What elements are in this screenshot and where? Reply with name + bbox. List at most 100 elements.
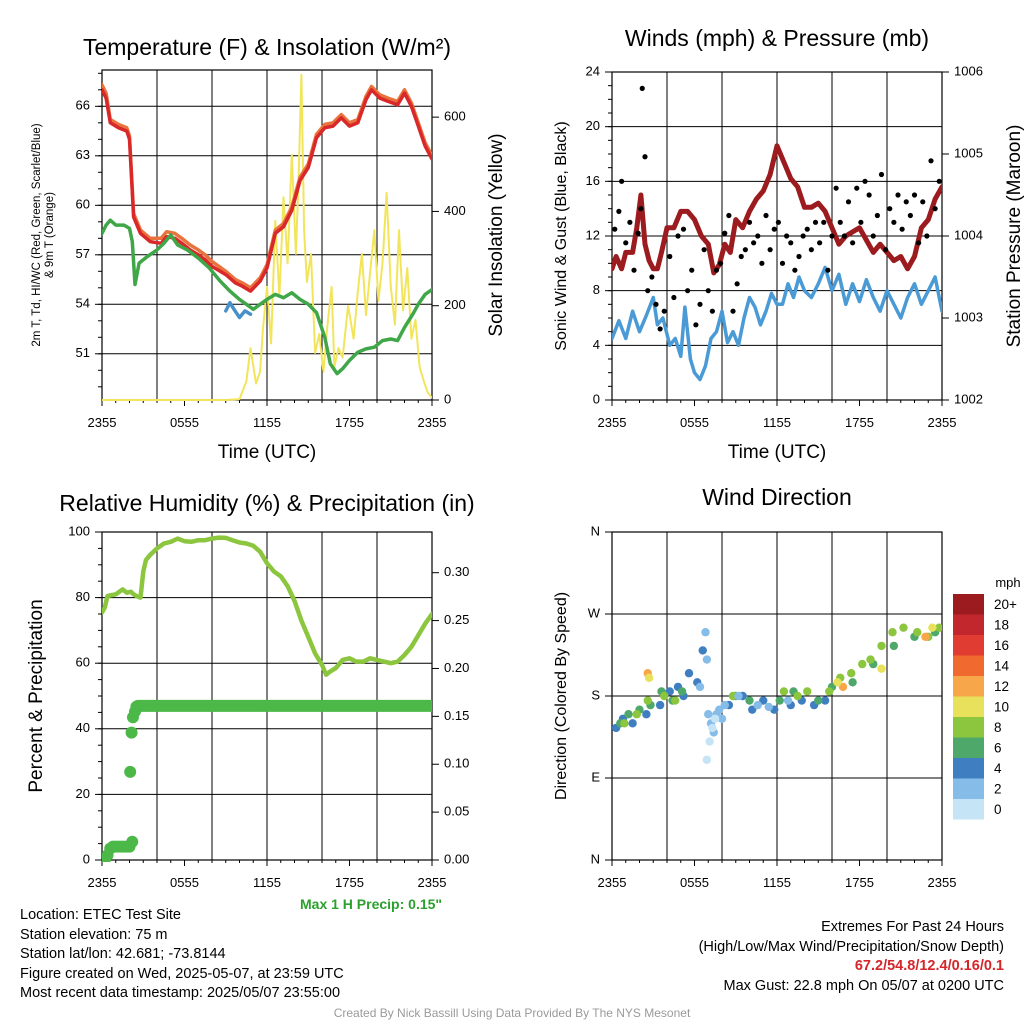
created-text: Figure created on Wed, 2025-05-07, at 23… <box>20 965 344 982</box>
x-tick-label: 2355 <box>928 415 957 430</box>
elevation-text: Station elevation: 75 m <box>20 926 168 943</box>
gust-point <box>891 219 897 225</box>
direction-point <box>708 723 717 733</box>
gust-point <box>932 206 938 212</box>
direction-point <box>913 628 922 637</box>
extremes-info: Extremes For Past 24 Hours (High/Low/Max… <box>699 918 1004 996</box>
direction-point <box>695 682 705 692</box>
y-tick-label: 16 <box>586 173 600 188</box>
direction-point <box>642 710 651 719</box>
direction-point <box>793 691 802 701</box>
gust-point <box>928 158 934 164</box>
gust-point <box>841 233 847 239</box>
gust-point <box>800 233 806 239</box>
y-right-axis-label: Station Pressure (Maroon) <box>1004 125 1024 348</box>
gust-point <box>763 212 769 219</box>
gust-point <box>759 260 765 266</box>
y-axis-label: 2m T, Td, HI/WC (Red, Green, Scarlet/Blu… <box>31 123 43 346</box>
direction-point <box>820 696 830 705</box>
gust-point <box>755 233 761 239</box>
gust-point <box>742 247 748 253</box>
y-tick-label: 24 <box>586 63 600 78</box>
x-tick-label: 1755 <box>335 415 364 430</box>
y-right-tick-label: 400 <box>444 203 466 218</box>
y-tick-label: 100 <box>68 523 90 538</box>
panel-rh <box>95 531 439 866</box>
panel-title: Relative Humidity (%) & Precipitation (i… <box>59 490 474 516</box>
gust-point <box>709 308 715 314</box>
y-tick-label: E <box>591 769 600 784</box>
y-tick-label: N <box>591 851 600 866</box>
precip-point <box>126 835 139 848</box>
gust-point <box>833 185 839 191</box>
latlon-text: Station lat/lon: 42.681; -73.8144 <box>20 946 226 962</box>
direction-point <box>677 687 687 696</box>
direction-point <box>848 678 857 687</box>
y-right-tick-label: 0.25 <box>444 612 469 627</box>
gust-point <box>713 267 720 273</box>
gust-point <box>685 288 691 294</box>
extremes-values: 67.2/54.8/12.4/0.16/0.1 <box>854 958 1004 974</box>
direction-point <box>702 755 712 764</box>
y-right-axis-label: Solar Insolation (Yellow) <box>486 133 507 336</box>
series-line <box>612 265 942 382</box>
legend-swatch <box>953 696 984 717</box>
y-right-tick-label: 1006 <box>954 63 983 78</box>
direction-point <box>710 714 720 723</box>
panel-dir <box>605 531 943 866</box>
y-tick-label: 57 <box>76 246 90 261</box>
direction-point <box>877 664 886 673</box>
gust-point <box>661 308 667 314</box>
precip-point <box>124 765 137 778</box>
x-tick-label: 2355 <box>418 415 447 430</box>
extremes-subtitle: (High/Low/Max Wind/Precipitation/Snow De… <box>698 938 1004 955</box>
legend-label: 16 <box>994 638 1009 653</box>
legend-label: 2 <box>994 781 1002 796</box>
series-line <box>102 73 432 401</box>
gust-point <box>911 192 918 198</box>
direction-point <box>643 696 652 705</box>
panel-frame <box>101 531 433 861</box>
x-tick-label: 0555 <box>680 875 709 890</box>
recent-text: Most recent data timestamp: 2025/05/07 2… <box>20 985 341 1001</box>
direction-point <box>877 641 886 651</box>
gust-point <box>936 178 942 184</box>
extremes-title: Extremes For Past 24 Hours <box>821 919 1004 935</box>
gust-point <box>726 212 732 219</box>
series-line <box>102 218 432 376</box>
y-tick-label: S <box>591 687 600 702</box>
precip-point <box>125 726 138 739</box>
direction-point <box>833 678 842 687</box>
y-tick-label: 51 <box>76 345 90 360</box>
gust-point <box>680 226 687 232</box>
legend-label: 6 <box>994 740 1002 755</box>
series-line <box>612 143 942 276</box>
gust-point <box>870 233 876 239</box>
direction-point <box>775 696 784 705</box>
gust-point <box>639 85 645 91</box>
gust-point <box>817 240 823 246</box>
direction-point <box>888 628 897 637</box>
gust-point <box>671 294 677 301</box>
y-tick-label: 66 <box>76 98 90 113</box>
gust-point <box>821 219 827 225</box>
y-tick-label: 20 <box>76 786 90 801</box>
gust-point <box>903 199 909 205</box>
gust-point <box>829 233 835 239</box>
gust-point <box>746 219 753 225</box>
y-right-tick-label: 600 <box>444 109 466 124</box>
gust-point <box>854 185 860 191</box>
y-tick-label: 8 <box>593 282 600 297</box>
gust-point <box>784 233 790 239</box>
direction-point <box>660 691 669 701</box>
y-tick-label: 80 <box>76 589 90 604</box>
x-axis-label: Time (UTC) <box>728 442 827 463</box>
gust-point <box>631 267 637 273</box>
plot-area-rh <box>102 535 432 862</box>
station-info: Location: ETEC Test Site Station elevati… <box>20 906 344 1004</box>
legend-label: 4 <box>994 761 1002 776</box>
plot-area-temp <box>102 73 432 401</box>
x-tick-label: 2355 <box>598 875 627 890</box>
gust-point <box>616 208 622 214</box>
gust-point <box>862 178 868 184</box>
